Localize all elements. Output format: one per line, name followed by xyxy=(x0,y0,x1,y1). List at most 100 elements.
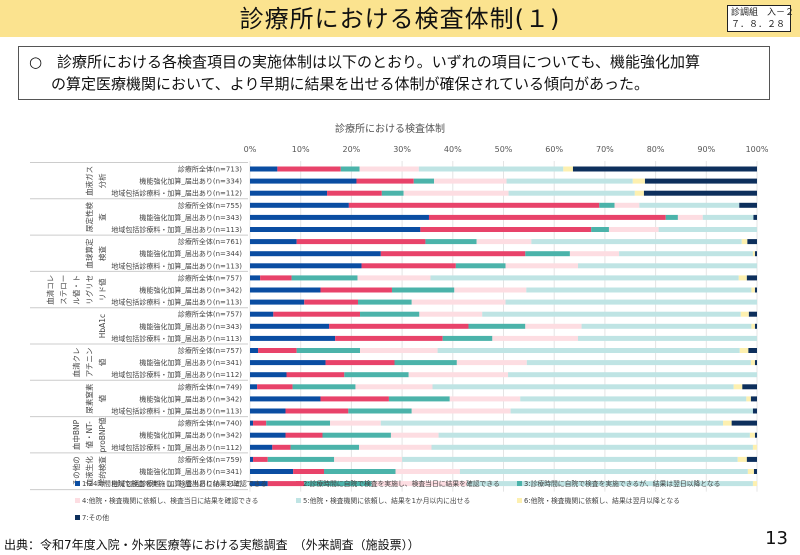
bar-segment xyxy=(578,263,757,269)
bar-segment xyxy=(380,251,526,257)
row-label: 地域包括診療料・加算_届出あり(n=113) xyxy=(111,298,242,307)
bar-segment xyxy=(578,335,757,341)
bar-segment xyxy=(250,202,349,208)
legend-swatch xyxy=(75,498,80,503)
category-label: 値 xyxy=(97,358,107,366)
bar-segment xyxy=(456,360,527,366)
bar-segment xyxy=(747,239,757,245)
bar-segment xyxy=(437,348,740,353)
bar-segment xyxy=(420,227,592,232)
row-label: 診療所全体(n=757) xyxy=(178,310,242,319)
bar-segment xyxy=(731,420,757,426)
legend-label: 1:24時間自院で検査を実施し、検査当日に結果を確認できる xyxy=(82,479,267,488)
x-tick-label: 30% xyxy=(393,145,411,154)
row-label: 機能強化加算_届出あり(n=343) xyxy=(139,213,242,222)
bar-segment xyxy=(746,456,757,462)
category-label: 値 xyxy=(97,394,107,402)
bar-segment xyxy=(492,335,579,341)
bar-segment xyxy=(508,190,635,196)
bar-segment xyxy=(418,166,564,172)
legend: 1:24時間自院で検査を実施し、検査当日に結果を確認できる 2:診療時間に自院で検… xyxy=(75,479,720,522)
bar-segment xyxy=(324,469,396,474)
bar-segment xyxy=(506,178,633,184)
bar-segment xyxy=(250,190,328,196)
bar-segment xyxy=(285,432,323,438)
category-label: 分析 xyxy=(97,173,107,188)
category-label: 血液生化 xyxy=(84,456,94,486)
bar-segment xyxy=(356,178,414,184)
legend-label: 6:他院・検査機関に依頼し、結果は翌月以降となる xyxy=(524,496,680,505)
category-label: 尿定性検 xyxy=(84,202,94,232)
bars xyxy=(250,166,757,487)
bar-segment xyxy=(250,360,326,366)
bar-segment xyxy=(273,311,361,317)
bar-segment xyxy=(750,396,757,402)
bar-segment xyxy=(250,214,429,220)
row-labels: 診療所全体(n=713) 機能強化加算_届出あり(n=334) 地域包括診療料・加算… xyxy=(111,165,242,489)
bar-segment xyxy=(334,456,403,462)
category-label: proBNP値 xyxy=(97,417,107,453)
bar-segment xyxy=(267,481,305,487)
bar-segment xyxy=(752,481,757,487)
bar-segment xyxy=(739,202,757,208)
category-label: 値・NT- xyxy=(84,421,94,449)
bullet-icon: ○ xyxy=(29,53,43,71)
row-label: 機能強化加算_届出あり(n=342) xyxy=(139,431,242,440)
bar-segment xyxy=(677,214,703,220)
row-label: 機能強化加算_届出あり(n=341) xyxy=(139,467,242,476)
bar-segment xyxy=(322,432,391,438)
stacked-bar-chart: 診療所における検査体制 0% 10% 20% 30% 40% 50% 60% 70% 80% 90… xyxy=(30,122,769,522)
bar-segment xyxy=(754,323,757,329)
bar-segment xyxy=(250,323,330,329)
bar-segment xyxy=(413,178,435,184)
bar-segment xyxy=(250,299,305,305)
bar-segment xyxy=(459,469,748,474)
bar-segment xyxy=(380,420,724,426)
bar-segment xyxy=(250,372,287,378)
row-label: 地域包括診療料・加算_届出あり(n=112) xyxy=(111,189,242,198)
bar-segment xyxy=(285,408,349,414)
bar-segment xyxy=(737,456,747,462)
x-tick-label: 10% xyxy=(292,145,310,154)
bar-segment xyxy=(394,360,457,366)
row-label: 地域包括診療料・加算_届出あり(n=112) xyxy=(111,370,242,379)
row-label: 地域包括診療料・加算_届出あり(n=113) xyxy=(111,334,242,343)
bar-segment xyxy=(258,348,297,353)
bar-segment xyxy=(434,178,507,184)
legend-label: 7:その他 xyxy=(82,513,109,522)
x-tick-label: 50% xyxy=(495,145,513,154)
bar-segment xyxy=(753,469,757,474)
category-label: 査 xyxy=(97,213,107,221)
bar-segment xyxy=(748,311,757,317)
bar-segment xyxy=(360,348,438,353)
document-id-box: 診調組 入－２ ７．８．２８ xyxy=(727,5,795,32)
x-tick-label: 0% xyxy=(244,145,257,154)
bar-segment xyxy=(482,311,741,317)
row-label: 診療所全体(n=757) xyxy=(178,346,242,355)
bar-segment xyxy=(257,384,293,390)
bar-segment xyxy=(747,469,754,474)
bar-segment xyxy=(632,178,645,184)
x-tick-label: 60% xyxy=(545,145,563,154)
bar-segment xyxy=(320,396,389,402)
row-label: 地域包括診療料・加算_届出あり(n=113) xyxy=(111,225,242,234)
bar-segment xyxy=(468,323,526,329)
row-label: 診療所全体(n=757) xyxy=(178,273,242,282)
legend-swatch xyxy=(75,515,80,520)
bar-segment xyxy=(531,239,742,245)
bar-segment xyxy=(742,384,757,390)
bar-segment xyxy=(733,384,743,390)
document-id-line1: 診調組 入－２ xyxy=(731,8,795,18)
bar-segment xyxy=(425,239,477,245)
bar-segment xyxy=(403,190,509,196)
summary-box: ○ 診療所における各検査項目の実施体制は以下のとおり。いずれの項目についても、機能… xyxy=(18,46,770,100)
bar-segment xyxy=(292,384,356,390)
row-label: 機能強化加算_届出あり(n=344) xyxy=(139,249,242,258)
bar-segment xyxy=(250,166,278,172)
bar-segment xyxy=(253,456,268,462)
bar-segment xyxy=(658,227,757,232)
bar-segment xyxy=(250,481,268,487)
bar-segment xyxy=(395,469,460,474)
bar-segment xyxy=(250,239,297,245)
